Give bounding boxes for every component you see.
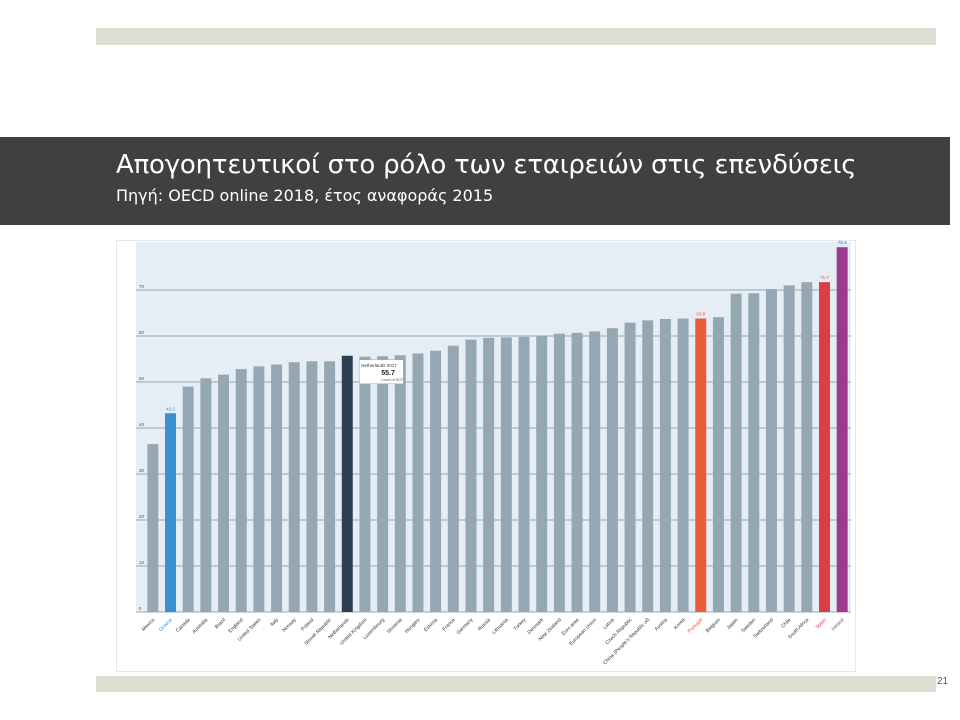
bar-slovak-republic [324,361,336,612]
y-tick-label: 40 [139,422,145,427]
y-tick-label: 20 [139,514,145,519]
annotation-box [359,359,404,385]
bar-sweden [748,293,760,612]
bar-italy [271,364,283,612]
x-tick-label: Italy [269,617,280,628]
annotation-subtitle: Level of SCF [381,378,404,382]
y-tick-label: 30 [139,468,145,473]
bar-england [235,369,247,612]
data-label: 43.2 [166,406,175,411]
bar-mexico [147,444,159,612]
bar-canada [182,386,194,612]
bar-czech-republic [624,322,636,612]
bar-slovenia [394,355,406,612]
bar-latvia [606,328,618,612]
bar-russia [483,337,495,612]
top-decorative-band [96,28,936,45]
bar-euro-area [571,332,583,612]
bar-new-zealand [553,333,565,612]
bar-germany [465,339,477,612]
bar-greece [165,413,176,612]
title-banner [0,137,950,225]
bar-luxembourg [377,356,389,612]
bar-korea [677,318,689,612]
bar-lithuania [500,337,512,612]
bar-hungary [412,353,424,612]
bar-belgium [712,317,724,612]
bar-norway [288,362,300,612]
bar-chile [783,285,795,612]
y-tick-label: 0 [139,606,142,611]
bar-south-africa [801,282,813,612]
bar-denmark [536,336,548,612]
annotation-value: 55.7 [381,370,395,377]
bar-austria [659,318,671,612]
bar-chart: 0 10 20 30 40 50 60 70 Mexico Greece Canada Austral… [116,240,856,672]
slide-title: Απογοητευτικοί στο ρόλο των εταιρειών στ… [116,150,857,180]
bar-portugal [695,318,707,612]
bar-ireland [836,247,848,612]
bar-united-states [253,366,265,612]
bar-turkey [518,336,530,612]
data-label: 63.8 [696,312,705,317]
bar-brazil [218,374,230,612]
annotation-title: Netherlands 2017 [361,363,397,368]
bar-switzerland [765,289,777,612]
bar-spain [819,282,830,612]
y-tick-label: 50 [139,376,145,381]
bar-china-people-s-republic-of- [642,320,654,612]
bar-france [447,345,459,612]
bar-netherlands [341,355,353,612]
page-number: 21 [937,676,949,687]
bar-estonia [430,350,442,612]
bar-european-union [589,331,601,612]
bar-australia [200,378,212,612]
bottom-decorative-band [96,676,936,692]
bar-poland [306,361,318,612]
y-tick-label: 10 [139,560,145,565]
slide-subtitle: Πηγή: OECD online 2018, έτος αναφοράς 20… [116,186,494,205]
data-label: 71.7 [820,275,829,280]
data-label: 79.3 [838,240,847,245]
y-tick-label: 60 [139,330,145,335]
bar-united-kingdom [359,356,371,612]
bar-japan [730,293,742,612]
y-tick-label: 70 [139,284,145,289]
